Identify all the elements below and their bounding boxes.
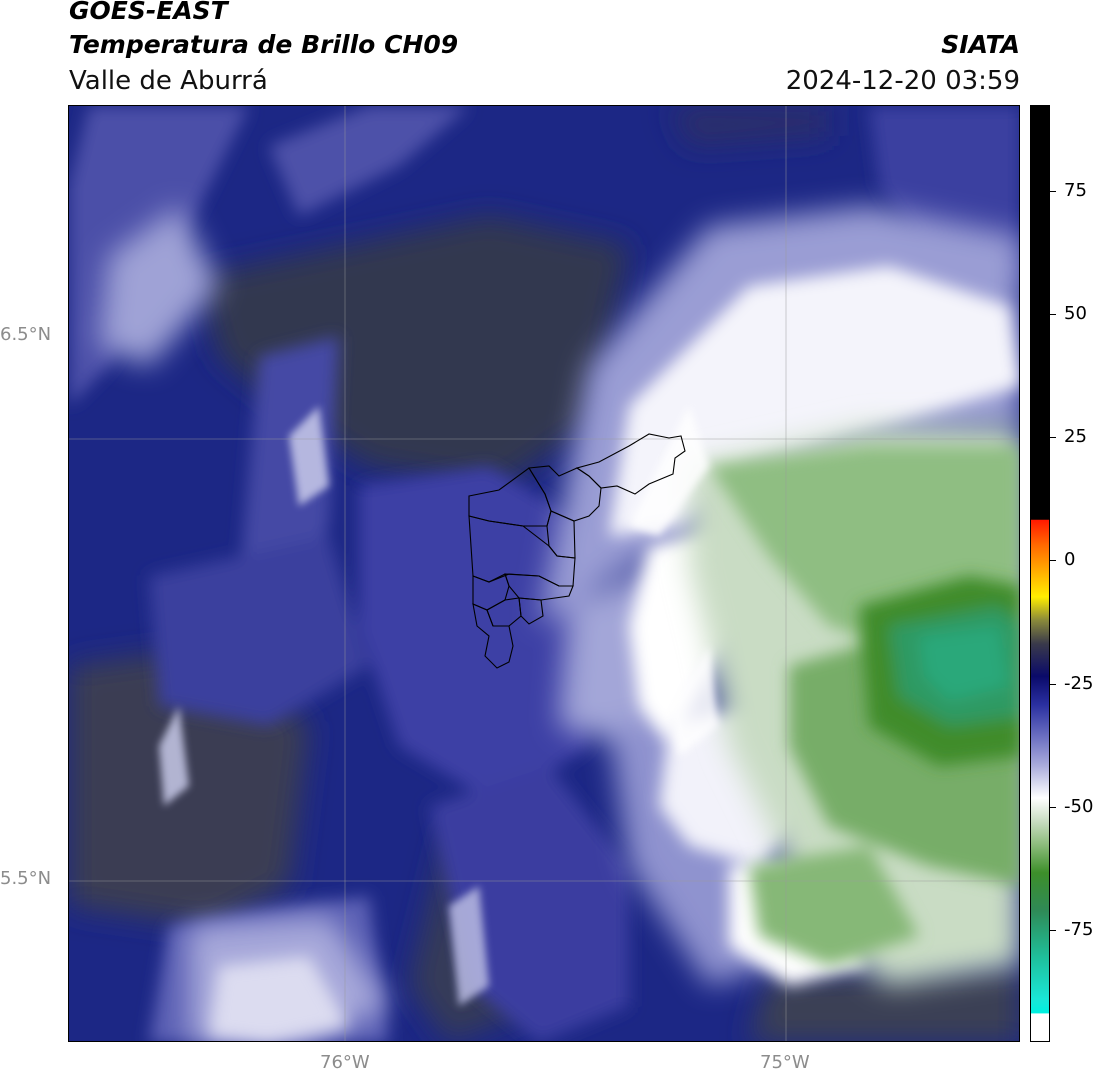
- colorbar-tick: [1050, 560, 1056, 561]
- satellite-map[interactable]: [68, 105, 1020, 1042]
- colorbar-tick: [1050, 191, 1056, 192]
- colorbar: [1030, 105, 1050, 1042]
- lat-label-5-5n: 5.5°N: [0, 868, 52, 889]
- graticule: [69, 106, 1019, 1041]
- cloud-edge-highlights: [159, 406, 719, 1006]
- lon-label-75w: 75°W: [760, 1052, 810, 1073]
- colorbar-tick: [1050, 314, 1056, 315]
- colorbar-tick: [1050, 684, 1056, 685]
- green-core: [859, 576, 1019, 766]
- lon-label-76w: 76°W: [320, 1052, 370, 1073]
- municipal-boundaries: [468, 433, 686, 669]
- colorbar-label-25: 25: [1064, 426, 1087, 447]
- map-canvas: [69, 106, 1019, 1041]
- colorbar-tick: [1050, 807, 1056, 808]
- satellite-title: GOES-EAST: [69, 0, 228, 25]
- colorbar-label-minus-50: -50: [1064, 796, 1094, 817]
- organization-label: SIATA: [941, 30, 1020, 59]
- colorbar-label-minus-25: -25: [1064, 673, 1094, 694]
- colorbar-label-0: 0: [1064, 549, 1076, 570]
- lat-label-6-5n: 6.5°N: [0, 324, 52, 345]
- colorbar-label-minus-75: -75: [1064, 919, 1094, 940]
- colorbar-label-50: 50: [1064, 303, 1087, 324]
- colorbar-label-75: 75: [1064, 180, 1087, 201]
- colorbar-tick: [1050, 930, 1056, 931]
- region-subtitle: Valle de Aburrá: [69, 66, 268, 96]
- timestamp-label: 2024-12-20 03:59: [785, 66, 1020, 96]
- product-title: Temperatura de Brillo CH09: [69, 30, 459, 59]
- colorbar-tick: [1050, 437, 1056, 438]
